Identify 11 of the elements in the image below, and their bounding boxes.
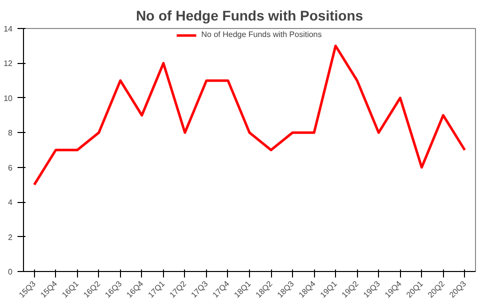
y-tick-label: 0: [8, 268, 14, 276]
chart-title: No of Hedge Funds with Positions: [136, 8, 364, 24]
y-tick-label: 6: [8, 163, 14, 172]
y-tick-label: 8: [8, 128, 14, 138]
legend-label: No of Hedge Funds with Positions: [201, 30, 322, 39]
y-tick-label: 2: [8, 232, 14, 242]
y-tick-label: 10: [4, 94, 14, 103]
y-tick-label: 4: [8, 198, 14, 208]
y-tick-label: 12: [4, 59, 14, 68]
y-tick-label: 14: [4, 24, 14, 34]
line-series: [33, 44, 466, 186]
